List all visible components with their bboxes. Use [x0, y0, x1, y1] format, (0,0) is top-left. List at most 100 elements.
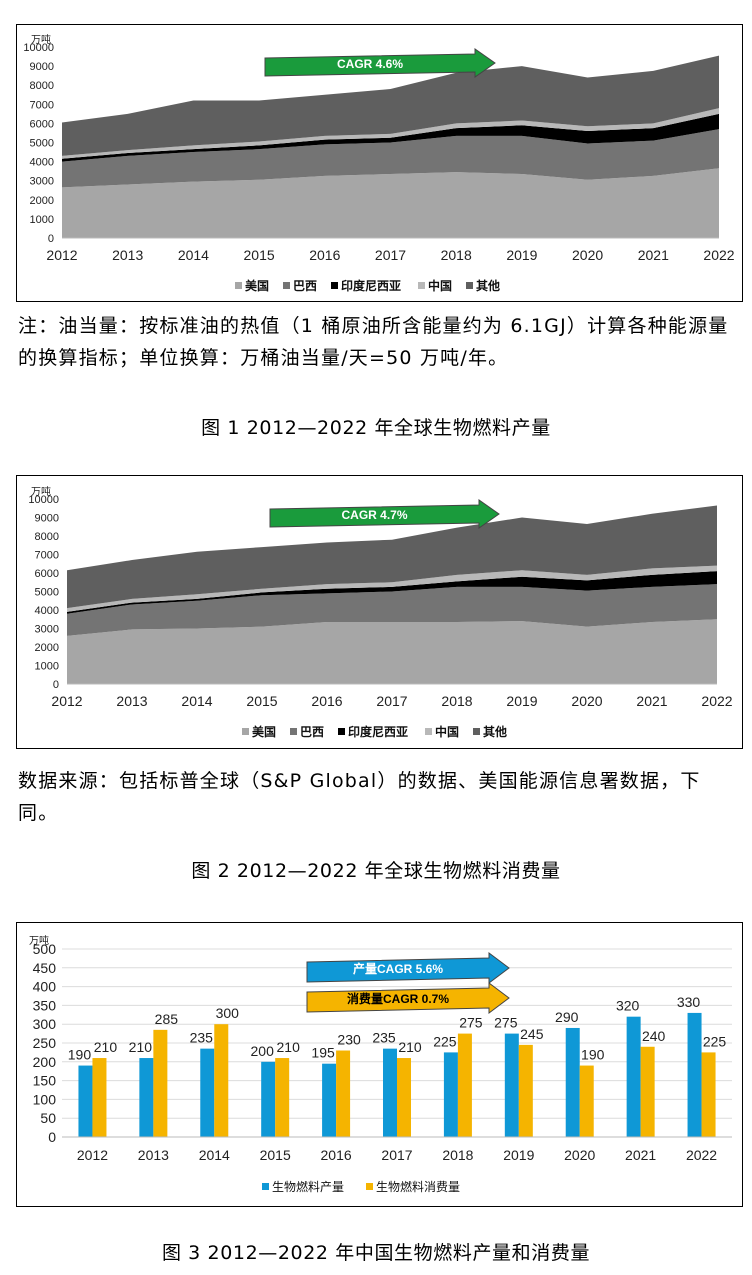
y-tick-label: 150 — [33, 1073, 57, 1089]
bar-consumption — [153, 1029, 168, 1137]
area-series-2 — [62, 113, 719, 162]
production-cagr-arrow — [306, 952, 510, 984]
y-tick-label: 250 — [33, 1035, 57, 1051]
area-series-4 — [62, 55, 719, 156]
bar-consumption — [640, 1046, 655, 1137]
x-tick-label: 2022 — [701, 693, 732, 709]
x-tick-label: 2014 — [178, 247, 209, 263]
y-tick-label: 400 — [33, 979, 57, 995]
x-tick-label: 2019 — [506, 693, 537, 709]
bar-consumption — [579, 1065, 594, 1137]
data-label-production: 190 — [68, 1047, 92, 1063]
legend-label-2: 印度尼西亚 — [341, 278, 401, 293]
data-label-production: 275 — [494, 1015, 518, 1031]
data-label-consumption: 190 — [581, 1047, 605, 1063]
legend-swatch-2 — [331, 282, 338, 289]
area-series-3 — [67, 565, 717, 612]
data-label-production: 290 — [555, 1009, 579, 1025]
cagr-arrow — [264, 48, 496, 78]
legend-label-0: 生物燃料产量 — [272, 1179, 344, 1194]
y-tick-label: 9000 — [30, 61, 54, 73]
legend-label-1: 巴西 — [293, 279, 317, 293]
x-tick-label: 2015 — [246, 693, 277, 709]
note-2-text: 数据来源：包括标普全球（S&P Global）的数据、美国能源信息署数据，下同。 — [18, 770, 701, 824]
legend-label-4: 其他 — [476, 278, 500, 293]
consumption-cagr-arrow — [306, 982, 510, 1014]
area-series-1 — [62, 129, 719, 188]
x-tick-label: 2015 — [244, 247, 275, 263]
bar-production — [626, 1016, 641, 1137]
data-label-production: 210 — [129, 1039, 153, 1055]
x-tick-label: 2020 — [571, 693, 602, 709]
area-series-4 — [67, 505, 717, 609]
y-tick-label: 5000 — [30, 138, 54, 150]
chart-3-box: 万吨 0 50 100 150 200 250 300 350 400 450 500 190 210 20… — [16, 922, 743, 1207]
cagr-arrow-label: CAGR 4.7% — [341, 508, 407, 522]
x-tick-label: 2021 — [636, 693, 667, 709]
y-tick-label: 5000 — [35, 587, 59, 599]
data-label-production: 200 — [251, 1043, 275, 1059]
area-series-0 — [62, 168, 719, 238]
chart-2-box: 万吨 0 1000 2000 3000 4000 5000 6000 7000 8000 9000 1… — [16, 475, 743, 749]
legend-swatch-4 — [473, 728, 480, 735]
y-tick-label: 7000 — [30, 99, 54, 111]
note-1-text: 注：油当量：按标准油的热值（1 桶原油所含能量约为 6.1GJ）计算各种能源量的… — [18, 315, 729, 369]
y-tick-label: 9000 — [35, 513, 59, 525]
y-tick-label: 50 — [40, 1110, 56, 1126]
y-tick-label: 3000 — [35, 624, 59, 636]
data-label-consumption: 225 — [703, 1033, 727, 1049]
y-tick-label: 450 — [33, 960, 57, 976]
y-axis-unit-label: 万吨 — [31, 33, 51, 46]
y-tick-label: 10000 — [28, 494, 59, 506]
x-tick-label: 2019 — [506, 247, 537, 263]
x-tick-label: 2019 — [503, 1147, 534, 1163]
y-tick-label: 8000 — [30, 80, 54, 92]
area-series-1 — [67, 584, 717, 636]
y-tick-label: 2000 — [35, 642, 59, 654]
legend-swatch-2 — [338, 728, 345, 735]
y-tick-label: 100 — [33, 1091, 57, 1107]
legend-label-0: 美国 — [245, 278, 269, 293]
bar-production — [687, 1012, 702, 1137]
bar-production — [139, 1058, 154, 1137]
bar-consumption — [457, 1033, 472, 1137]
y-tick-label: 0 — [48, 1129, 56, 1145]
figure-1-caption: 图 1 2012—2022 年全球生物燃料产量 — [201, 417, 551, 439]
y-tick-label: 0 — [48, 233, 54, 245]
y-tick-label: 2000 — [30, 195, 54, 207]
data-label-consumption: 210 — [277, 1039, 301, 1055]
x-tick-label: 2017 — [376, 693, 407, 709]
data-label-consumption: 300 — [216, 1005, 240, 1021]
x-tick-label: 2021 — [625, 1147, 656, 1163]
x-tick-label: 2016 — [311, 693, 342, 709]
y-tick-label: 350 — [33, 997, 57, 1013]
data-label-consumption: 230 — [337, 1032, 361, 1048]
note-2: 数据来源：包括标普全球（S&P Global）的数据、美国能源信息署数据，下同。 — [18, 765, 740, 829]
data-label-production: 235 — [372, 1030, 396, 1046]
bar-consumption — [92, 1058, 107, 1137]
x-tick-label: 2020 — [572, 247, 603, 263]
x-tick-label: 2016 — [321, 1147, 352, 1163]
legend-swatch-4 — [466, 282, 473, 289]
data-label-consumption: 245 — [520, 1026, 544, 1042]
legend-label-1: 巴西 — [300, 725, 324, 739]
y-tick-label: 1000 — [35, 661, 59, 673]
legend-swatch-3 — [418, 282, 425, 289]
data-label-production: 330 — [677, 994, 701, 1010]
bar-consumption — [275, 1058, 290, 1137]
bar-consumption — [701, 1052, 716, 1137]
chart-1-global-production: 万吨 0 1000 2000 3000 4000 5000 6000 7000 8000 9000 1… — [23, 33, 734, 293]
legend-label-3: 中国 — [428, 278, 452, 293]
bar-consumption — [214, 1024, 229, 1137]
area-series-2 — [67, 571, 717, 614]
legend-swatch-1 — [283, 282, 290, 289]
y-tick-label: 500 — [33, 941, 57, 957]
data-label-consumption: 210 — [398, 1039, 422, 1055]
data-label-production: 195 — [311, 1045, 335, 1061]
y-tick-label: 200 — [33, 1054, 57, 1070]
x-tick-label: 2014 — [181, 693, 212, 709]
figure-2-caption: 图 2 2012—2022 年全球生物燃料消费量 — [191, 860, 561, 882]
legend-label-2: 印度尼西亚 — [348, 724, 408, 739]
bar-production — [200, 1048, 215, 1137]
